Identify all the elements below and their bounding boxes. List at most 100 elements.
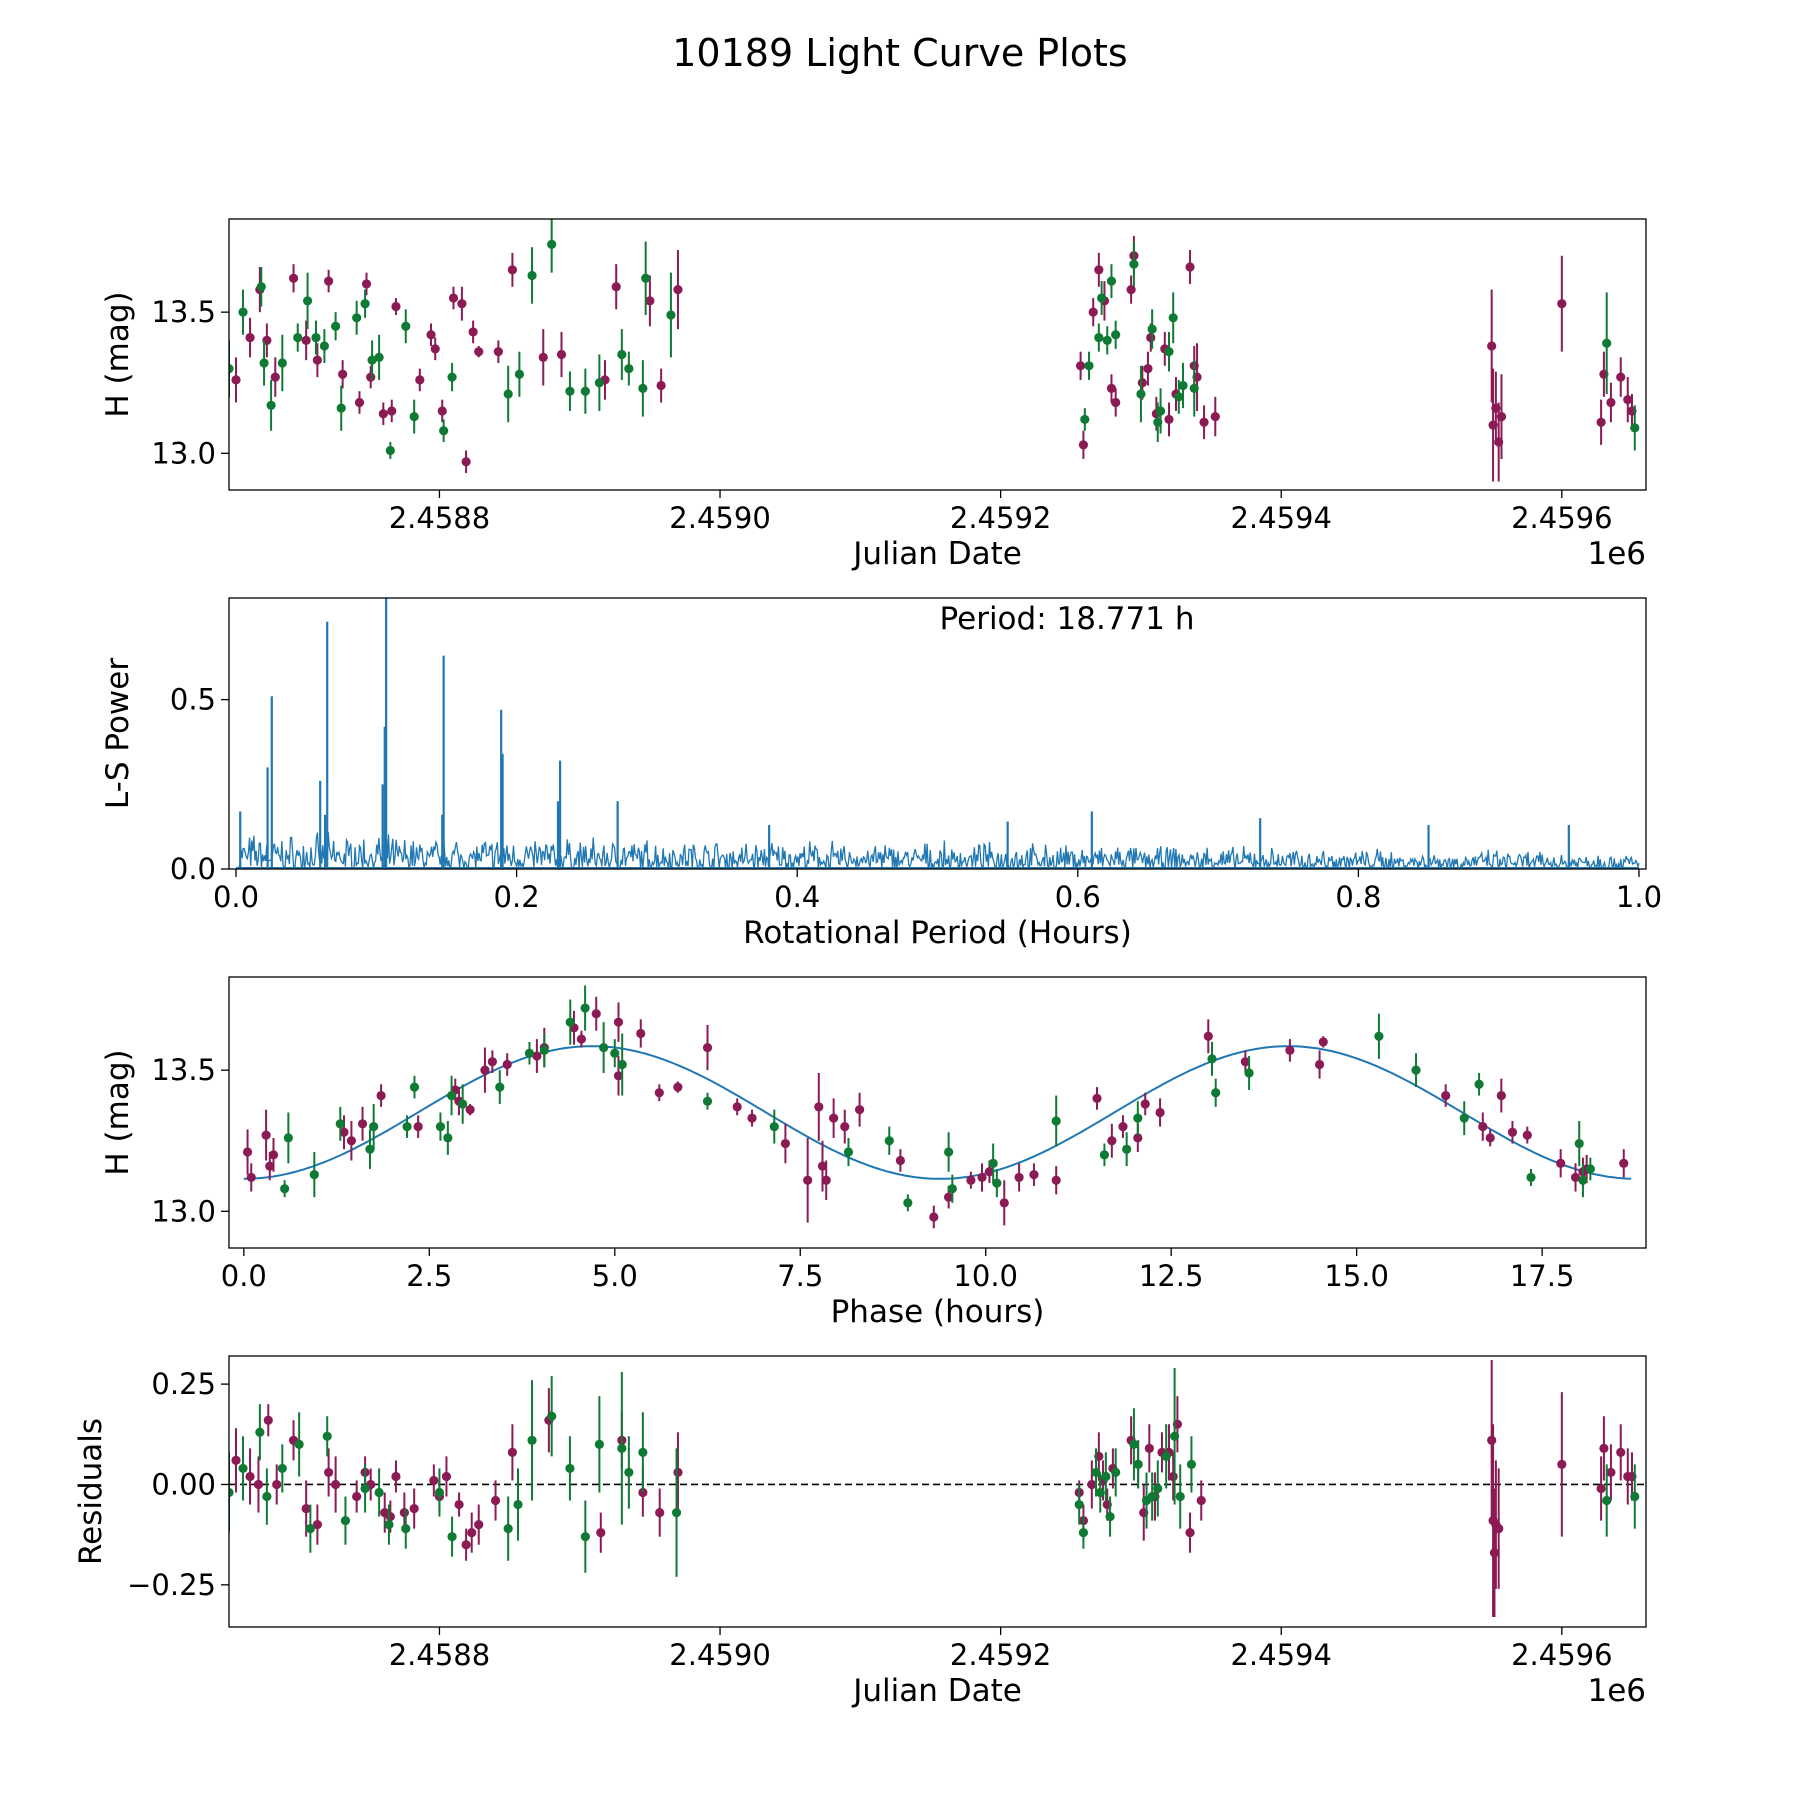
data-point [1210, 412, 1220, 422]
data-point [324, 276, 334, 286]
data-point [638, 1447, 648, 1457]
data-point [229, 364, 234, 374]
x-tick-label: 2.5 [406, 1259, 452, 1293]
data-point [468, 327, 478, 337]
data-point [507, 265, 517, 275]
data-point [319, 341, 330, 351]
data-point [1101, 1471, 1111, 1482]
x-tick-label: 2.4596 [1511, 501, 1612, 535]
data-point [966, 1175, 976, 1185]
data-point [988, 1158, 998, 1168]
data-point [1137, 378, 1147, 388]
data-point [1526, 1172, 1536, 1183]
data-point [474, 1520, 484, 1530]
data-point [374, 1487, 384, 1498]
data-point [1203, 1031, 1213, 1041]
y-tick-label: 0.00 [151, 1467, 216, 1501]
y-tick-label: 0.5 [170, 683, 216, 717]
data-point [245, 1471, 255, 1482]
data-point [1051, 1175, 1061, 1185]
period-annotation: Period: 18.771 h [940, 601, 1195, 637]
data-point [532, 1051, 542, 1061]
data-point [1111, 1467, 1121, 1478]
data-point [1126, 284, 1136, 295]
data-point [339, 1127, 349, 1137]
data-point [385, 445, 395, 456]
data-point [1051, 1116, 1061, 1126]
data-point [513, 1499, 523, 1510]
data-point [503, 389, 513, 399]
data-point [265, 1161, 275, 1171]
data-point [1602, 338, 1612, 348]
data-point [524, 1048, 535, 1058]
data-point [305, 1524, 315, 1534]
data-point [1522, 1130, 1532, 1140]
data-point [385, 1511, 395, 1522]
data-point [617, 1443, 627, 1453]
data-point [1585, 1164, 1595, 1174]
data-point [527, 1435, 537, 1445]
x-tick-label: 10.0 [953, 1259, 1018, 1293]
panel-phase-folded: 0.0 2.5 5.0 7.5 10.0 12.5 15.0 17.5 13.0 13.5 Phas… [100, 976, 1647, 1330]
data-point [259, 358, 269, 368]
data-point [288, 273, 299, 283]
data-point [666, 310, 676, 320]
data-point [352, 1491, 362, 1502]
data-point [335, 1119, 345, 1129]
data-point [434, 1487, 445, 1498]
data-point [1129, 259, 1139, 269]
x-axis-label: Rotational Period (Hours) [743, 915, 1132, 951]
data-point [338, 369, 348, 379]
data-point [1487, 1435, 1497, 1445]
axes-frame [228, 218, 1647, 491]
data-point [1314, 1059, 1325, 1070]
data-point [1164, 347, 1174, 357]
data-point [495, 1082, 505, 1092]
data-point [1616, 372, 1626, 382]
data-point [502, 1059, 512, 1070]
data-point [1557, 299, 1567, 309]
data-point [1574, 1138, 1584, 1149]
data-point [1619, 1158, 1629, 1168]
data-point [591, 1009, 601, 1019]
data-point [596, 1528, 606, 1538]
data-point [944, 1192, 954, 1202]
data-point [1106, 383, 1117, 393]
series-band_a [231, 235, 1637, 482]
x-tick-label: 0.8 [1335, 880, 1381, 914]
data-point [1240, 1057, 1250, 1067]
data-point [1494, 1524, 1504, 1534]
data-point [354, 397, 365, 408]
data-point [1474, 1079, 1484, 1089]
data-point [1168, 1471, 1178, 1482]
data-point [671, 1507, 682, 1518]
axes-frame [228, 1355, 1647, 1628]
data-point [1146, 332, 1156, 343]
data-point [357, 1119, 368, 1129]
data-point [415, 375, 425, 385]
data-point [611, 282, 621, 292]
data-point [576, 1034, 586, 1044]
data-point [1170, 1431, 1180, 1441]
data-point [1164, 414, 1174, 425]
data-point [780, 1138, 791, 1149]
y-axis-label: H (mag) [100, 291, 136, 417]
data-point [435, 1122, 446, 1132]
x-axis-label: Julian Date [851, 536, 1022, 572]
data-point [426, 330, 436, 340]
data-point [507, 1447, 517, 1457]
y-axis-label: L-S Power [100, 658, 136, 809]
data-point [580, 1003, 590, 1013]
data-point [1133, 1113, 1143, 1123]
data-point [352, 313, 362, 323]
data-point [1094, 265, 1104, 275]
data-point [474, 347, 484, 357]
data-point [277, 1463, 287, 1474]
data-point [547, 239, 557, 250]
data-point [884, 1136, 894, 1146]
data-point [255, 1427, 265, 1437]
data-point [1178, 380, 1188, 391]
data-point [1076, 361, 1086, 371]
data-point [947, 1184, 957, 1194]
x-offset-label: 1e6 [1587, 1673, 1646, 1709]
